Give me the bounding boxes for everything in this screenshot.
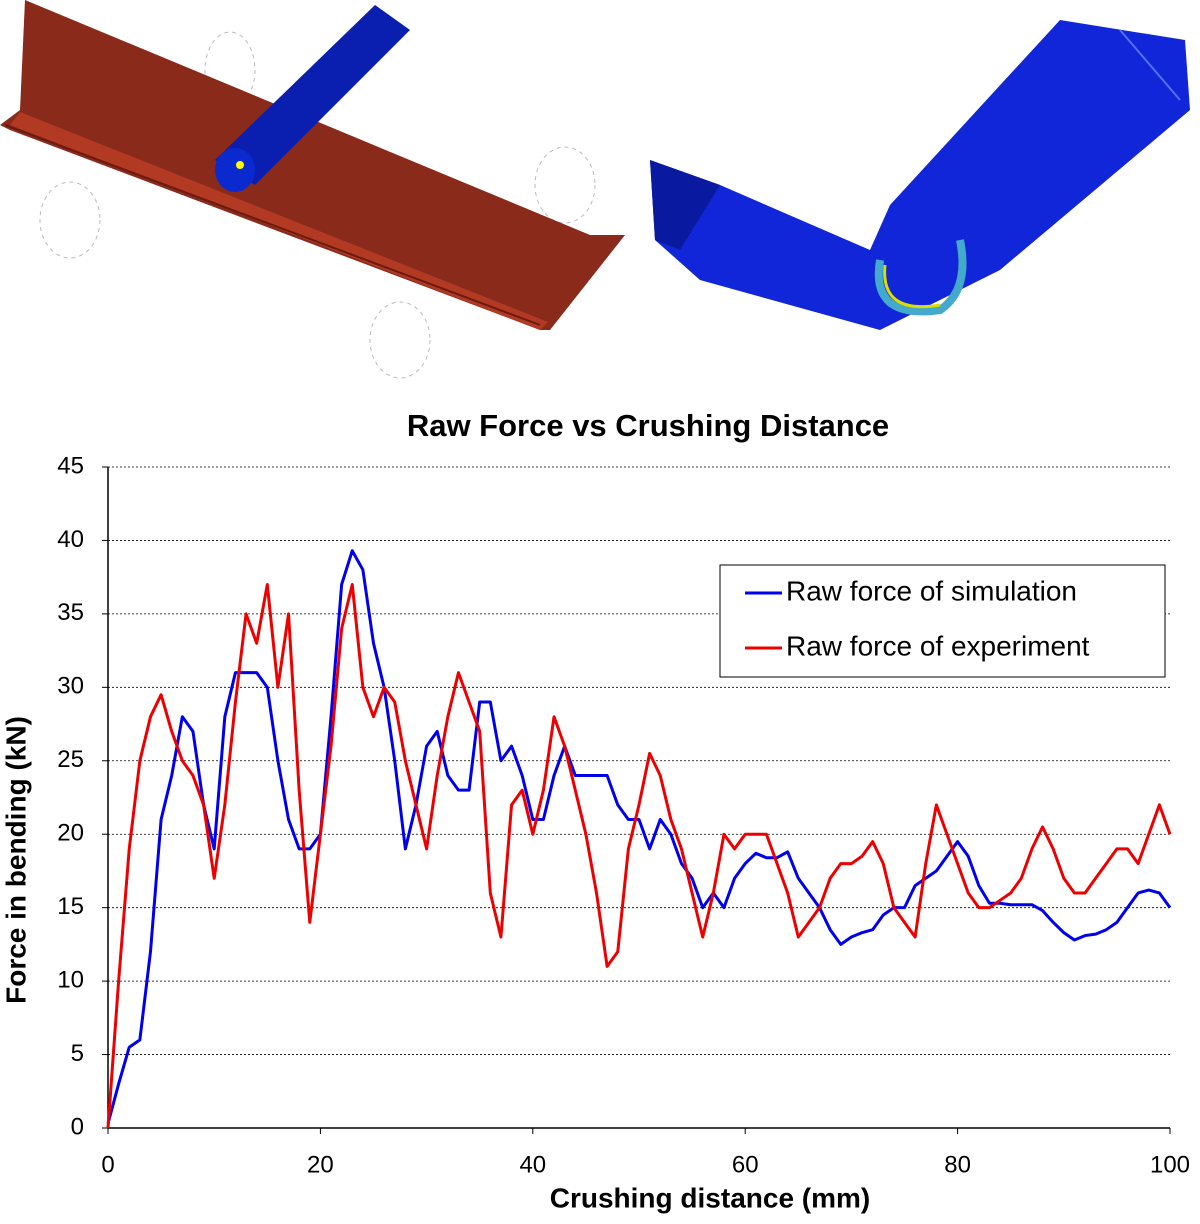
x-tick-label: 40	[519, 1151, 546, 1178]
y-tick-label: 10	[57, 966, 84, 993]
y-tick-label: 45	[57, 452, 84, 479]
y-tick-label: 20	[57, 820, 84, 847]
x-tick-label: 60	[732, 1151, 759, 1178]
y-tick-label: 30	[57, 673, 84, 700]
y-tick-label: 5	[71, 1040, 84, 1067]
y-tick-label: 25	[57, 746, 84, 773]
legend-label: Raw force of simulation	[786, 575, 1077, 606]
bent-tube-model	[650, 20, 1190, 330]
y-tick-label: 0	[71, 1113, 84, 1140]
y-axis-label: Force in bending (kN)	[0, 716, 31, 1004]
beam-model	[0, 0, 625, 379]
legend-label: Raw force of experiment	[786, 630, 1090, 661]
series-line	[106, 549, 1172, 1124]
chart-title: Raw Force vs Crushing Distance	[407, 408, 889, 443]
x-tick-label: 20	[307, 1151, 334, 1178]
y-tick-label: 35	[57, 599, 84, 626]
series-line	[106, 583, 1172, 1129]
x-tick-label: 0	[101, 1151, 114, 1178]
x-axis-label: Crushing distance (mm)	[550, 1182, 870, 1213]
y-tick-label: 15	[57, 893, 84, 920]
y-tick-label: 40	[57, 526, 84, 553]
x-tick-label: 100	[1150, 1151, 1190, 1178]
legend-box	[719, 564, 1166, 678]
x-tick-label: 80	[944, 1151, 971, 1178]
